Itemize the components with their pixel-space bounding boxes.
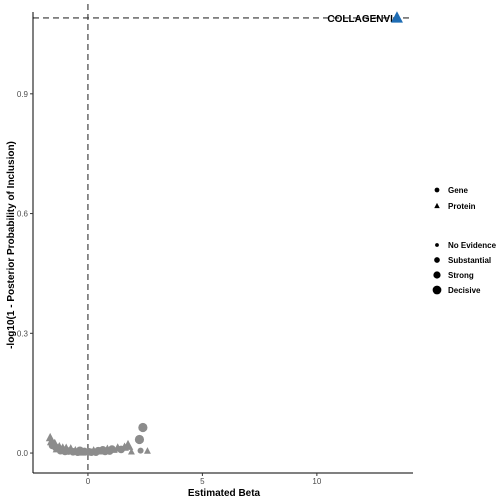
legend-type: Gene Protein [434,186,476,211]
data-point [122,439,134,450]
legend-type-label: Gene [448,186,469,195]
y-tick-label: 0.3 [17,329,29,338]
highlight-label: COLLAGENVI [327,14,393,25]
legend-evidence: No Evidence Substantial Strong Decisive [432,241,497,295]
x-tick-label: 0 [86,477,91,486]
highlight-group: COLLAGENVI [327,11,403,25]
y-axis-label: -log10(1 - Posterior Probability of Incl… [6,141,17,349]
data-point [51,438,59,446]
y-tick-label: 0.9 [17,90,29,99]
legend-type-key [434,202,440,209]
legend-evidence-key [432,285,442,295]
data-point [134,434,145,445]
data-point [127,447,135,455]
data-point [138,422,148,433]
data-point [137,447,144,454]
legend-evidence-key [435,243,439,247]
highlight-point [390,11,403,23]
legend-evidence-key [434,257,440,263]
legend-evidence-label: Substantial [448,256,491,265]
y-tick-label: 0.0 [17,449,29,458]
data-points [45,422,151,457]
legend-evidence-key [433,271,441,279]
x-tick-label: 5 [200,477,205,486]
legend-evidence-label: Strong [448,271,474,280]
x-tick-label: 10 [312,477,321,486]
legend-type-key [434,187,440,193]
legend-evidence-label: Decisive [448,286,481,295]
y-tick-label: 0.6 [17,210,29,219]
legend-evidence-label: No Evidence [448,241,497,250]
legend-type-label: Protein [448,202,476,211]
x-axis-label: Estimated Beta [188,488,261,499]
data-point [144,447,151,454]
axes: 0 5 10 0.0 0.3 0.6 0.9 [17,12,413,486]
reference-lines [33,4,413,473]
